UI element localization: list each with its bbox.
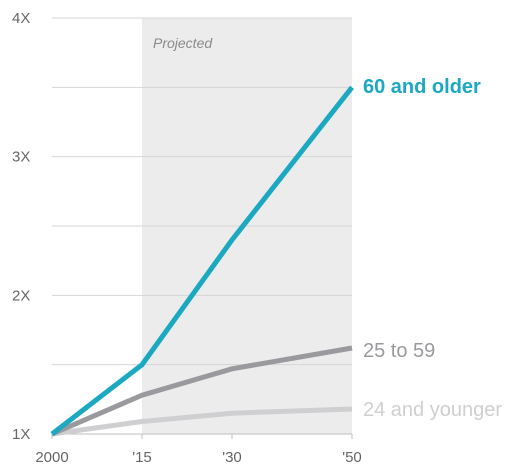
y-tick-label: 3X <box>12 149 30 166</box>
projected-label: Projected <box>153 35 213 51</box>
series-label-25-to-59: 25 to 59 <box>363 340 435 362</box>
y-axis-ticks: 1X 2X 3X 4X <box>12 10 30 443</box>
series-line-24-and-younger <box>51 406 353 437</box>
series-line-25-to-59 <box>51 345 353 437</box>
y-tick-label: 1X <box>12 426 30 443</box>
series-line-60-and-older <box>50 85 354 436</box>
x-tick-label: '15 <box>132 449 152 466</box>
series-label-24-and-younger: 24 and younger <box>363 399 502 421</box>
x-tick-label: '30 <box>222 449 242 466</box>
series-labels: 60 and older 25 to 59 24 and younger <box>363 76 502 421</box>
x-axis-ticks: 2000 '15 '30 '50 <box>35 434 362 466</box>
series-lines <box>50 85 354 437</box>
x-tick-label: 2000 <box>35 449 68 466</box>
series-label-60-and-older: 60 and older <box>363 76 481 98</box>
gridlines <box>52 17 352 435</box>
y-tick-label: 2X <box>12 287 30 304</box>
y-tick-label: 4X <box>12 10 30 27</box>
x-tick-label: '50 <box>342 449 362 466</box>
